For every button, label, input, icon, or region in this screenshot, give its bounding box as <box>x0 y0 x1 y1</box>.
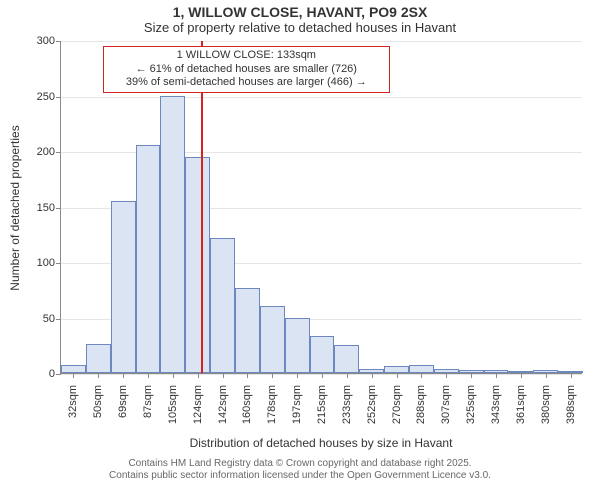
histogram-bar <box>111 201 136 373</box>
ytick-label: 250 <box>37 91 55 103</box>
xtick-label: 215sqm <box>316 385 328 424</box>
xtick-label: 178sqm <box>266 385 278 424</box>
histogram-bar <box>136 145 161 373</box>
xtick-label: 398sqm <box>565 385 577 424</box>
histogram-bar <box>334 345 359 373</box>
xtick-label: 50sqm <box>92 385 104 418</box>
xtick-mark <box>198 373 199 378</box>
xtick-label: 252sqm <box>366 385 378 424</box>
xtick-mark <box>471 373 472 378</box>
xtick-label: 69sqm <box>117 385 129 418</box>
histogram-bar <box>61 365 86 373</box>
xtick-mark <box>397 373 398 378</box>
xtick-mark <box>123 373 124 378</box>
xtick-mark <box>173 373 174 378</box>
xtick-mark <box>272 373 273 378</box>
page-title: 1, WILLOW CLOSE, HAVANT, PO9 2SX <box>0 0 600 20</box>
xtick-mark <box>297 373 298 378</box>
histogram-bar <box>86 344 111 373</box>
xtick-mark <box>148 373 149 378</box>
ytick-label: 150 <box>37 202 55 214</box>
xtick-mark <box>247 373 248 378</box>
xtick-mark <box>98 373 99 378</box>
histogram-bar <box>310 336 335 373</box>
x-axis-label: Distribution of detached houses by size … <box>190 436 453 450</box>
xtick-label: 361sqm <box>515 385 527 424</box>
xtick-mark <box>73 373 74 378</box>
annotation-line: ← 61% of detached houses are smaller (72… <box>108 63 385 77</box>
annotation-line: 1 WILLOW CLOSE: 133sqm <box>108 49 385 63</box>
xtick-label: 270sqm <box>391 385 403 424</box>
xtick-mark <box>496 373 497 378</box>
xtick-label: 343sqm <box>490 385 502 424</box>
xtick-label: 288sqm <box>415 385 427 424</box>
xtick-mark <box>521 373 522 378</box>
xtick-label: 87sqm <box>142 385 154 418</box>
annotation-box: 1 WILLOW CLOSE: 133sqm← 61% of detached … <box>103 46 390 93</box>
ytick-label: 100 <box>37 257 55 269</box>
xtick-mark <box>571 373 572 378</box>
xtick-mark <box>446 373 447 378</box>
xtick-label: 105sqm <box>167 385 179 424</box>
histogram-bar <box>160 96 185 374</box>
xtick-mark <box>347 373 348 378</box>
xtick-label: 124sqm <box>192 385 204 424</box>
xtick-mark <box>421 373 422 378</box>
xtick-mark <box>223 373 224 378</box>
plot-area: 05010015020025030032sqm50sqm69sqm87sqm10… <box>60 41 582 374</box>
xtick-mark <box>546 373 547 378</box>
histogram-bar <box>185 157 210 373</box>
attribution: Contains HM Land Registry data © Crown c… <box>0 456 600 482</box>
xtick-label: 233sqm <box>341 385 353 424</box>
histogram-bar <box>384 366 409 373</box>
xtick-mark <box>322 373 323 378</box>
page-subtitle: Size of property relative to detached ho… <box>0 20 600 35</box>
histogram-bar <box>235 288 260 373</box>
annotation-line: 39% of semi-detached houses are larger (… <box>108 76 385 90</box>
xtick-label: 197sqm <box>291 385 303 424</box>
xtick-label: 380sqm <box>540 385 552 424</box>
histogram-bar <box>210 238 235 373</box>
xtick-label: 160sqm <box>241 385 253 424</box>
histogram-bar <box>409 365 434 373</box>
ytick-label: 0 <box>49 368 55 380</box>
y-axis-label: Number of detached properties <box>8 125 22 290</box>
xtick-mark <box>372 373 373 378</box>
ytick-label: 50 <box>43 313 55 325</box>
xtick-label: 307sqm <box>440 385 452 424</box>
xtick-label: 142sqm <box>217 385 229 424</box>
attribution-line: Contains HM Land Registry data © Crown c… <box>0 458 600 470</box>
ytick-label: 200 <box>37 146 55 158</box>
xtick-label: 32sqm <box>67 385 79 418</box>
histogram-bar <box>260 306 285 373</box>
ytick-label: 300 <box>37 35 55 47</box>
histogram-bar <box>285 318 310 374</box>
xtick-label: 325sqm <box>465 385 477 424</box>
attribution-line: Contains public sector information licen… <box>0 470 600 482</box>
ytick-mark <box>56 374 61 375</box>
